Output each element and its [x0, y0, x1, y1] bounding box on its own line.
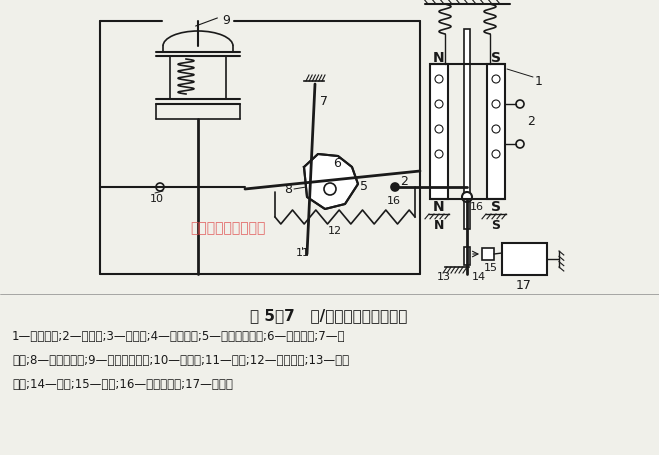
Text: 11: 11 [296, 248, 310, 258]
Text: N: N [433, 200, 445, 213]
Circle shape [324, 184, 336, 196]
Text: S: S [491, 200, 501, 213]
Text: 6: 6 [333, 157, 341, 170]
Circle shape [391, 184, 399, 192]
Text: 弹簧;14—挡板;15—噴嘴;16—主杠杆支点;17—放大器: 弹簧;14—挡板;15—噴嘴;16—主杠杆支点;17—放大器 [12, 377, 233, 390]
Text: 9: 9 [222, 14, 230, 27]
Text: 12: 12 [328, 226, 342, 236]
Text: 1: 1 [535, 75, 543, 88]
Text: 16: 16 [470, 202, 484, 212]
Bar [487, 65, 505, 200]
Text: S: S [492, 218, 500, 232]
Text: 5: 5 [360, 180, 368, 192]
Text: 15: 15 [484, 263, 498, 273]
Bar [502, 243, 547, 275]
Text: 上海湖泉电动阀门厂: 上海湖泉电动阀门厂 [190, 221, 266, 234]
Bar [464, 248, 470, 265]
Text: 14: 14 [472, 271, 486, 281]
Text: 13: 13 [437, 271, 451, 281]
Text: 7: 7 [320, 95, 328, 108]
Text: S: S [491, 51, 501, 65]
Circle shape [306, 182, 316, 192]
Text: N: N [434, 218, 444, 232]
Text: 2: 2 [527, 115, 535, 128]
Bar [482, 248, 494, 260]
Text: N: N [433, 51, 445, 65]
Polygon shape [304, 155, 358, 210]
Text: 图 5－7   电/气阀门定位器原理图: 图 5－7 电/气阀门定位器原理图 [250, 307, 408, 322]
Bar [430, 65, 448, 200]
Text: 10: 10 [150, 193, 164, 203]
Text: 8: 8 [284, 182, 292, 196]
Text: 17: 17 [516, 278, 532, 291]
Text: 2: 2 [400, 175, 408, 187]
Text: 16: 16 [387, 196, 401, 206]
Text: 1—力矩马达;2—导磁体;3—主杠杆;4—平衡弹簧;5—反馈凸轮支点;6—反馈凸轮;7—副: 1—力矩马达;2—导磁体;3—主杠杆;4—平衡弹簧;5—反馈凸轮支点;6—反馈凸… [12, 329, 345, 342]
Bar [464, 30, 470, 229]
Circle shape [462, 192, 472, 202]
Text: 杠杆;8—副杠杆支点;9—气动执行机构;10—反馈杆;11—滚动;12—反馈弹簧;13—调零: 杠杆;8—副杠杆支点;9—气动执行机构;10—反馈杆;11—滚动;12—反馈弹簧… [12, 353, 349, 366]
